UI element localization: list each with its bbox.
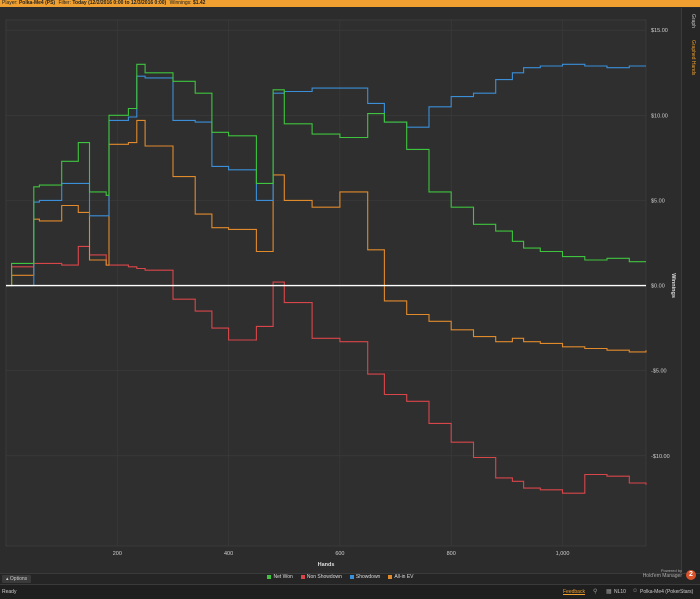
legend-swatch [300, 574, 305, 579]
legend-item-allin_ev[interactable]: All-in EV [388, 574, 414, 580]
y-tick-label: $15.00 [651, 28, 668, 34]
graph-panel: $15.00 $10.00 $5.00 $0.00 -$5.00 -$10.00 200 40… [0, 8, 681, 573]
tab-graphed-hands[interactable]: Graphed Hands [690, 40, 696, 76]
legend-label: Net Won [273, 574, 293, 580]
y-tick-label: -$10.00 [651, 454, 670, 460]
x-tick-label: 600 [335, 551, 344, 557]
legend-swatch [349, 574, 354, 579]
feedback-link[interactable]: Feedback [563, 589, 585, 595]
y-tick-label: -$5.00 [651, 369, 667, 375]
legend-item-non_showdown[interactable]: Non Showdown [300, 574, 342, 580]
brand-logo: Powered by Hold'em Manager [643, 568, 682, 579]
legend-swatch [388, 574, 393, 579]
series-line-allin_ev [6, 119, 647, 353]
winnings-chart: $15.00 $10.00 $5.00 $0.00 -$5.00 -$10.00 200 40… [5, 19, 676, 568]
options-button[interactable]: ▴ Options [2, 575, 32, 583]
legend-label: Showdown [355, 574, 381, 580]
tab-graph[interactable]: Graph [690, 14, 696, 28]
plot-area [5, 19, 647, 547]
series-line-net_won [6, 63, 646, 287]
legend-item-showdown[interactable]: Showdown [349, 574, 381, 580]
filter-value[interactable]: Today (12/2/2016 0:00 to 12/3/2016 0:00) [72, 0, 167, 6]
x-tick-label: 800 [447, 551, 456, 557]
winnings-value: $1.42 [192, 0, 206, 6]
powered-by-label: Powered by [660, 568, 682, 573]
player-site-label[interactable]: Polka-Me4 (PokerStars) [640, 589, 694, 595]
y-tick-label: $5.00 [651, 198, 665, 204]
y-tick-label: $0.00 [651, 284, 665, 290]
chart-series [6, 63, 647, 494]
chart-legend: Net Won Non Showdown Showdown All-in EV [0, 574, 681, 580]
winnings-label: Winnings: [169, 0, 192, 6]
chart-grid [5, 19, 647, 547]
top-info-bar: Player: Polka-Me4 (PS) Filter: Today (12… [0, 0, 700, 7]
player-name[interactable]: Polka-Me4 (PS) [18, 0, 56, 6]
filter-label: Filter: [58, 0, 71, 6]
legend-label: Non Showdown [306, 574, 342, 580]
brand-name: Hold'em Manager [642, 573, 682, 579]
legend-item-net_won[interactable]: Net Won [267, 574, 293, 580]
table-icon: ▦ [606, 589, 612, 595]
legend-swatch [267, 574, 272, 579]
options-label: Options [9, 576, 28, 582]
player-label: Player: [2, 0, 18, 6]
series-line-non_showdown [6, 245, 647, 494]
y-tick-label: $10.00 [651, 113, 668, 119]
chevron-up-icon: ▴ [6, 576, 9, 582]
chart-axes: $15.00 $10.00 $5.00 $0.00 -$5.00 -$10.00 200 40… [6, 28, 676, 568]
status-ready: Ready [2, 589, 17, 595]
filter-icon[interactable]: ⚲ [593, 589, 598, 595]
x-tick-label: 200 [113, 551, 122, 557]
options-bar: ▴ Options Net Won Non Showdown Showdown All… [0, 573, 700, 584]
brand-badge-icon: 2 [686, 570, 696, 580]
legend-label: All-in EV [394, 574, 414, 580]
status-bar: Ready Feedback ⚲ ▦ NL10 ☺ Polka-Me4 (Pok… [0, 584, 700, 599]
stake-label[interactable]: NL10 [614, 589, 626, 595]
x-tick-label: 1,000 [556, 551, 570, 557]
y-axis-label: Winnings [670, 273, 676, 298]
side-tabs: Graph Graphed Hands [681, 8, 700, 573]
player-icon: ☺ [632, 588, 639, 594]
x-axis-label: Hands [318, 562, 335, 568]
x-tick-label: 400 [224, 551, 233, 557]
